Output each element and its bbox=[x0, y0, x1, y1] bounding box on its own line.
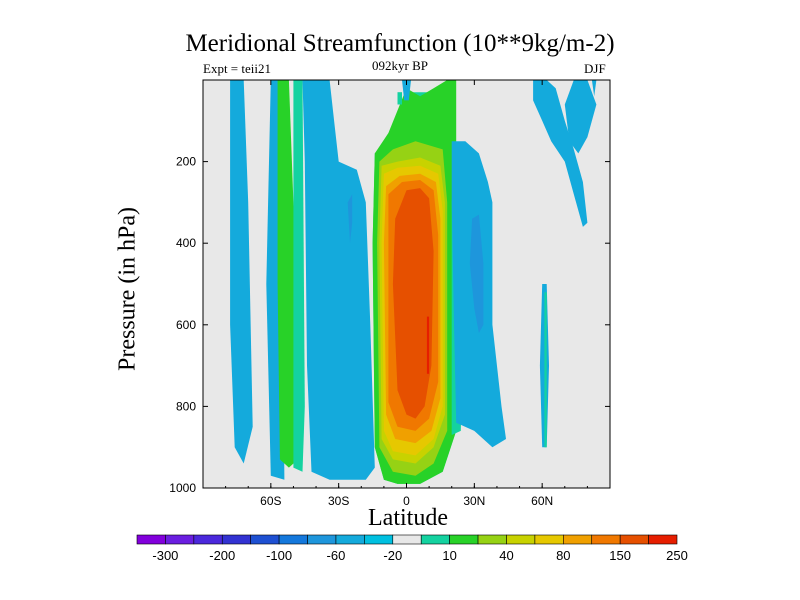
colorbar-label: 150 bbox=[609, 548, 631, 563]
colorbar-label: -200 bbox=[209, 548, 235, 563]
y-tick-label: 800 bbox=[176, 399, 196, 413]
x-tick-label: 60S bbox=[260, 494, 281, 508]
colorbar-label: -100 bbox=[266, 548, 292, 563]
contour-region bbox=[392, 188, 434, 419]
colorbar-swatch bbox=[619, 534, 649, 545]
colorbar-swatch bbox=[364, 534, 394, 545]
colorbar-label: 40 bbox=[499, 548, 513, 563]
contour-region bbox=[564, 80, 597, 154]
colorbar-swatch bbox=[307, 534, 337, 545]
contour-region bbox=[426, 316, 430, 374]
colorbar: -300 -200 -100 -60 -20 10 40 80 150 250 bbox=[136, 534, 688, 563]
contour-region bbox=[469, 214, 484, 333]
time-label: 092kyr BP bbox=[372, 58, 428, 73]
colorbar-swatch bbox=[250, 534, 280, 545]
y-tick-label: 1000 bbox=[169, 481, 196, 495]
chart-title: Meridional Streamfunction (10**9kg/m-2) bbox=[185, 30, 615, 57]
x-tick-label: 60N bbox=[531, 494, 553, 508]
colorbar-swatch bbox=[506, 534, 536, 545]
y-tick-label: 400 bbox=[176, 236, 196, 250]
colorbar-swatch bbox=[193, 534, 223, 545]
contour-region bbox=[302, 80, 375, 480]
colorbar-swatch bbox=[392, 534, 422, 545]
season-label: DJF bbox=[584, 61, 606, 76]
colorbar-swatch bbox=[534, 534, 564, 545]
colorbar-swatch bbox=[165, 534, 195, 545]
x-tick-label: 0 bbox=[403, 494, 410, 508]
colorbar-swatch bbox=[136, 534, 166, 545]
colorbar-swatch bbox=[335, 534, 365, 545]
contour-region bbox=[277, 80, 298, 468]
contour-regions bbox=[230, 80, 597, 484]
colorbar-swatch bbox=[420, 534, 450, 545]
colorbar-swatch bbox=[221, 534, 251, 545]
contour-region bbox=[347, 194, 353, 244]
experiment-label: Expt = teii21 bbox=[203, 61, 271, 76]
x-axis-label: Latitude bbox=[368, 505, 448, 531]
colorbar-swatch bbox=[449, 534, 479, 545]
x-tick-label: 30S bbox=[328, 494, 349, 508]
contour-region bbox=[230, 80, 253, 464]
x-tick-label: 30N bbox=[463, 494, 485, 508]
y-tick-label: 600 bbox=[176, 318, 196, 332]
contour-region bbox=[591, 80, 597, 97]
colorbar-swatch bbox=[477, 534, 507, 545]
colorbar-swatch bbox=[591, 534, 621, 545]
colorbar-label: -20 bbox=[383, 548, 402, 563]
contour-region bbox=[544, 292, 547, 448]
colorbar-swatch bbox=[563, 534, 593, 545]
colorbar-label: 250 bbox=[666, 548, 688, 563]
colorbar-label: -60 bbox=[327, 548, 346, 563]
contour-region bbox=[293, 80, 305, 472]
colorbar-label: 80 bbox=[556, 548, 570, 563]
contour-region bbox=[533, 80, 588, 227]
y-axis-label: Pressure (in hPa) bbox=[114, 207, 141, 371]
colorbar-label: 10 bbox=[442, 548, 456, 563]
colorbar-swatch bbox=[278, 534, 308, 545]
axis-ticks: 60S 30S 0 30N 60N 200 400 600 800 1000 bbox=[169, 80, 610, 508]
colorbar-swatch bbox=[648, 534, 678, 545]
contour-region bbox=[402, 80, 411, 101]
contour-region bbox=[397, 92, 402, 105]
y-tick-label: 200 bbox=[176, 155, 196, 169]
colorbar-label: -300 bbox=[152, 548, 178, 563]
